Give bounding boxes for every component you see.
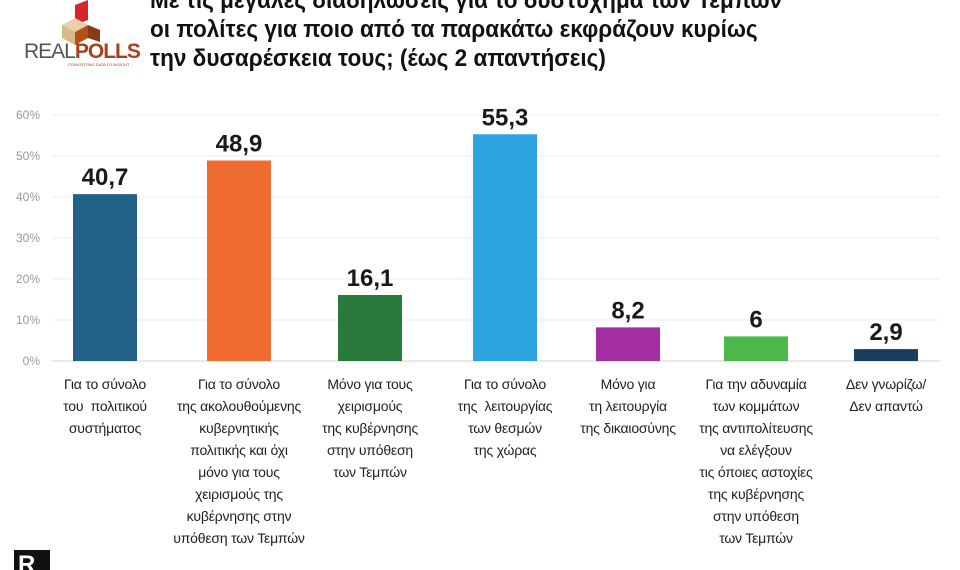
y-tick-label: 60%	[16, 108, 40, 122]
data-label: 6	[749, 306, 762, 333]
bar	[338, 294, 402, 361]
y-tick-label: 30%	[16, 231, 40, 245]
y-tick-label: 0%	[23, 354, 41, 368]
category-label: Για την αδυναμία των κομμάτων της αντιπο…	[699, 376, 813, 546]
y-tick-label: 20%	[16, 272, 40, 286]
title-line: οι πολίτες για ποιο από τα παρακάτω εκφρ…	[150, 16, 758, 43]
realpolls-logo	[22, 0, 102, 45]
bar	[854, 349, 918, 361]
chart-title: Με τις μεγάλες διαδηλώσεις για το δυστύχ…	[150, 0, 782, 73]
bar	[207, 160, 271, 361]
category-label: Μόνο για τους χειρισμούς της κυβέρνησης …	[321, 376, 419, 480]
category-label: Για το σύνολο της ακολουθούμενης κυβερνη…	[173, 376, 305, 546]
data-label: 16,1	[347, 265, 394, 292]
bar	[73, 194, 137, 361]
category-label: Δεν γνωρίζω/ Δεν απαντώ	[845, 376, 927, 414]
y-tick-label: 50%	[16, 149, 40, 163]
y-tick-label: 40%	[16, 190, 40, 204]
data-label: 48,9	[216, 131, 263, 158]
logo-text: REALPOLLS	[24, 40, 141, 63]
category-label: Μόνο για τη λειτουργία της δικαιοσύνης	[580, 376, 676, 436]
data-label: 2,9	[869, 319, 902, 346]
category-label: Για το σύνολο της λειτουργίας των θεσμών…	[457, 376, 553, 458]
data-label: 8,2	[611, 297, 644, 324]
title-line: την δυσαρέσκεια τους; (έως 2 απαντήσεις)	[150, 45, 606, 72]
bar	[596, 327, 660, 361]
y-tick-label: 10%	[16, 313, 40, 327]
bar	[724, 336, 788, 361]
logo-cubes-icon	[62, 0, 100, 45]
data-label: 40,7	[82, 164, 129, 191]
title-line: Με τις μεγάλες διαδηλώσεις για το δυστύχ…	[150, 0, 783, 14]
logo-tagline: CONVERTING DATA TO INSIGHT	[68, 62, 130, 67]
corner-logo-mark: R	[14, 550, 50, 570]
category-label: Για το σύνολο του πολιτικού συστήματος	[63, 376, 147, 436]
bar	[473, 134, 537, 361]
data-label: 55,3	[482, 104, 529, 131]
